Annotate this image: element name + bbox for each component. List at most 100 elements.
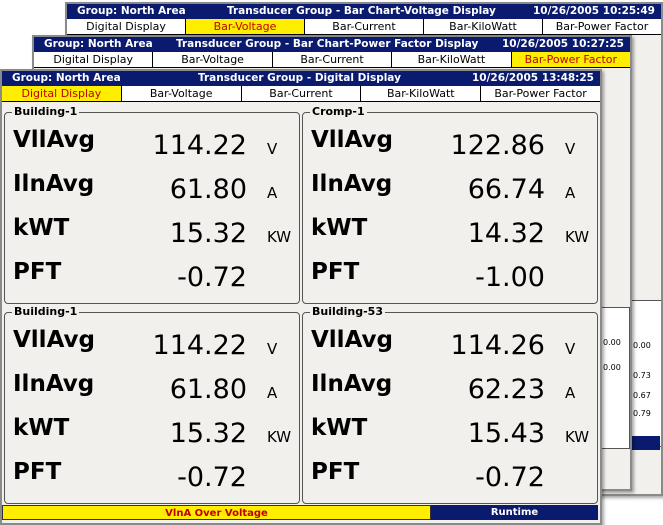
metric-value: 15.43 (467, 418, 545, 449)
metric-label: VllAvg (311, 127, 394, 153)
group-label: Group: North Area (77, 5, 186, 17)
window-title: Transducer Group - Bar Chart-Power Facto… (176, 38, 479, 50)
metric-row: PFT -0.72 (5, 259, 299, 299)
tab-bar-voltage[interactable]: Bar-Voltage (153, 52, 273, 67)
tab-bar-power-factor[interactable]: Bar-Power Factor (494, 87, 587, 100)
panel-cromp-1: Cromp-1 VllAvg 122.86 V IlnAvg 66.74 A k… (302, 105, 598, 304)
metric-label: VllAvg (311, 327, 394, 353)
tab-bar-kilowatt[interactable]: Bar-KiloWatt (392, 52, 512, 67)
tab-bar: Digital Display Bar-Voltage Bar-Current … (2, 86, 600, 102)
panel-title: Building-1 (12, 305, 80, 318)
title-bar: Group: North Area Transducer Group - Dig… (2, 71, 600, 86)
metric-row: kWT 15.32 KW (5, 415, 299, 455)
metric-value: 114.22 (152, 130, 247, 161)
metric-unit: V (565, 340, 576, 358)
status-bar: VlnA Over Voltage Runtime (2, 505, 598, 520)
tab-bar-kilowatt[interactable]: Bar-KiloWatt (424, 19, 543, 34)
metric-unit: KW (267, 228, 292, 246)
edge-value: 0.00 (603, 363, 621, 372)
metric-label: IlnAvg (311, 171, 393, 197)
alarm-status[interactable]: VlnA Over Voltage (2, 505, 431, 520)
metric-row: PFT -0.72 (303, 459, 597, 499)
metric-row: PFT -1.00 (303, 259, 597, 299)
right-edge-strip: 0.00 0.73 0.67 0.79 (630, 300, 661, 447)
edge-value: 0.67 (633, 391, 651, 400)
datetime: 10/26/2005 10:25:49 (532, 5, 655, 17)
group-label: Group: North Area (12, 72, 121, 84)
metric-label: IlnAvg (13, 171, 95, 197)
metric-value: 114.26 (450, 330, 545, 361)
tab-bar-voltage[interactable]: Bar-Voltage (186, 19, 305, 34)
edge-value: 0.73 (633, 371, 651, 380)
panel-title: Building-1 (12, 105, 80, 118)
metric-value: 114.22 (152, 330, 247, 361)
metric-label: VllAvg (13, 327, 96, 353)
metric-unit: A (267, 184, 278, 202)
metric-value: 62.23 (467, 374, 545, 405)
metric-value: 15.32 (169, 418, 247, 449)
window-title: Transducer Group - Bar Chart-Voltage Dis… (227, 5, 496, 17)
metric-unit: KW (565, 428, 590, 446)
metric-label: PFT (311, 259, 360, 285)
group-label: Group: North Area (44, 38, 153, 50)
metric-unit: V (565, 140, 576, 158)
datetime: 10/26/2005 13:48:25 (471, 72, 594, 84)
metric-row: IlnAvg 61.80 A (5, 371, 299, 411)
tab-bar-current[interactable]: Bar-Current (242, 86, 362, 101)
metric-value: 14.32 (467, 218, 545, 249)
title-bar: Group: North Area Transducer Group - Bar… (34, 37, 630, 52)
metric-label: kWT (13, 215, 70, 241)
title-bar: Group: North Area Transducer Group - Bar… (67, 4, 661, 19)
tab-digital-display[interactable]: Digital Display (67, 19, 186, 34)
metric-label: PFT (13, 259, 62, 285)
panel-title: Cromp-1 (310, 105, 367, 118)
metric-row: VllAvg 114.22 V (5, 327, 299, 367)
metric-unit: A (267, 384, 278, 402)
window-digital-display: Group: North Area Transducer Group - Dig… (0, 69, 602, 525)
metric-value: -1.00 (475, 262, 545, 293)
metric-value: -0.72 (177, 462, 247, 493)
tab-bar-current[interactable]: Bar-Current (305, 19, 424, 34)
tab-bar-power-factor[interactable]: Bar-Power Factor (511, 52, 630, 67)
tab-digital-display[interactable]: Digital Display (2, 86, 122, 101)
panel-building-1-lower: Building-1 VllAvg 114.22 V IlnAvg 61.80 … (4, 305, 300, 504)
metric-label: kWT (13, 415, 70, 441)
edge-value: 0.79 (633, 409, 651, 418)
metric-value: 15.32 (169, 218, 247, 249)
metric-label: kWT (311, 215, 368, 241)
tab-bar-kilowatt[interactable]: Bar-KiloWatt (361, 86, 482, 101)
metric-row: IlnAvg 62.23 A (303, 371, 597, 411)
metric-row: kWT 15.32 KW (5, 215, 299, 255)
tab-digital-display[interactable]: Digital Display (34, 52, 154, 67)
tab-bar-power-factor[interactable]: Bar-Power Factor (555, 20, 649, 33)
metric-value: -0.72 (177, 262, 247, 293)
metric-unit: V (267, 140, 278, 158)
metric-row: IlnAvg 61.80 A (5, 171, 299, 211)
metric-unit: KW (565, 228, 590, 246)
metric-label: kWT (311, 415, 368, 441)
tab-bar: Digital Display Bar-Voltage Bar-Current … (34, 52, 630, 68)
runtime-status: Runtime (431, 505, 598, 520)
runtime-strip (630, 436, 660, 450)
metric-value: 122.86 (450, 130, 545, 161)
metric-label: IlnAvg (13, 371, 95, 397)
panel-title: Building-53 (310, 305, 385, 318)
tab-bar-voltage[interactable]: Bar-Voltage (122, 86, 242, 101)
window-title: Transducer Group - Digital Display (198, 72, 401, 84)
metric-label: IlnAvg (311, 371, 393, 397)
metric-row: VllAvg 114.22 V (5, 127, 299, 167)
metric-value: -0.72 (475, 462, 545, 493)
metric-label: PFT (311, 459, 360, 485)
panel-building-53: Building-53 VllAvg 114.26 V IlnAvg 62.23… (302, 305, 598, 504)
metric-unit: A (565, 384, 576, 402)
metric-value: 66.74 (467, 174, 545, 205)
metric-label: VllAvg (13, 127, 96, 153)
metric-unit: V (267, 340, 278, 358)
metric-row: PFT -0.72 (5, 459, 299, 499)
metric-row: kWT 15.43 KW (303, 415, 597, 455)
metric-unit: KW (267, 428, 292, 446)
metric-row: IlnAvg 66.74 A (303, 171, 597, 211)
metric-value: 61.80 (169, 174, 247, 205)
metric-value: 61.80 (169, 374, 247, 405)
tab-bar-current[interactable]: Bar-Current (273, 52, 393, 67)
